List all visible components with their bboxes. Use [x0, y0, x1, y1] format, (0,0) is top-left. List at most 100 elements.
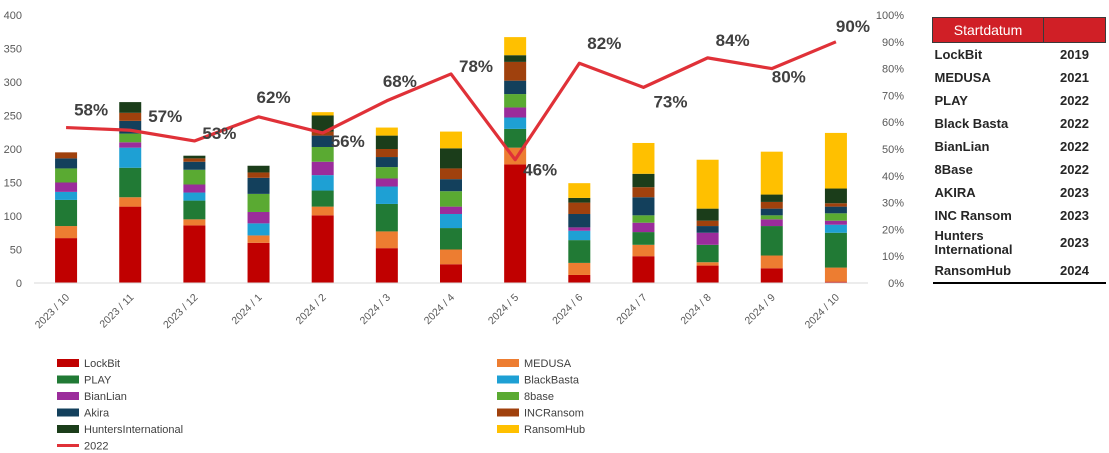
bar-segment	[504, 164, 527, 283]
bar-segment	[311, 112, 334, 116]
start-year: 2022	[1060, 138, 1089, 154]
bar-segment	[311, 175, 334, 191]
bar-segment	[247, 235, 270, 243]
x-tick-label: 2023 / 12	[161, 292, 201, 332]
y2-tick-label: 60%	[882, 117, 904, 129]
bar-segment	[632, 187, 655, 198]
bar-segment	[568, 262, 591, 275]
y-tick-label: 300	[4, 77, 22, 89]
bar-segment	[375, 149, 398, 158]
bar-segment	[55, 226, 78, 239]
bar-segment	[504, 37, 527, 56]
bar-segment	[183, 184, 206, 193]
bar-segment	[55, 152, 78, 159]
bar-segment	[696, 232, 719, 245]
group-name: AKIRA	[934, 184, 976, 200]
x-tick-label: 2023 / 11	[97, 292, 136, 331]
line-data-label: 62%	[257, 88, 291, 107]
start-date-table: Startdatum LockBit 2019 MEDUSA 2021 PLAY 2022…	[932, 17, 1106, 284]
bar-segment	[119, 102, 142, 113]
legend-label: INCRansom	[524, 408, 584, 420]
line-data-label: 68%	[383, 72, 417, 91]
line-data-label: 53%	[202, 124, 236, 143]
legend-swatch	[497, 375, 519, 384]
y-tick-label: 200	[4, 144, 22, 156]
start-year: 2022	[1060, 115, 1089, 131]
bar-segment	[55, 168, 78, 183]
table-row: PLAY 2022	[933, 89, 1106, 112]
legend-label: HuntersInternational	[84, 424, 183, 436]
bar-segment	[440, 249, 462, 265]
bar-segment	[183, 200, 206, 220]
bar-segment	[696, 159, 719, 209]
bar-segment	[824, 220, 847, 225]
bar-segment	[504, 107, 527, 118]
bar-segment	[568, 227, 591, 231]
start-year: 2023	[1060, 207, 1089, 223]
bar-segment	[119, 147, 142, 168]
bar-segment	[311, 135, 334, 147]
y-tick-label: 50	[10, 245, 22, 257]
table-row: BianLian 2022	[933, 135, 1106, 158]
bar-segment	[311, 161, 334, 176]
line-data-label: 80%	[772, 68, 806, 87]
bar-segment	[247, 242, 270, 283]
bar-segment	[311, 115, 334, 132]
bar-segment	[183, 169, 206, 185]
bar-segment	[760, 226, 783, 256]
bar-segment	[375, 248, 398, 283]
bar-segment	[119, 133, 142, 143]
y-tick-label: 100	[4, 211, 22, 223]
line-series-2022: 58% 57% 53% 62% 56% 68% 78% 46% 82% 73% 84% 80% 90%	[66, 17, 870, 180]
table-row: MEDUSA 2021	[933, 66, 1106, 89]
x-tick-label: 2024 / 8	[678, 292, 713, 327]
bar-segment	[119, 167, 142, 198]
right-axis-ticks: 0% 10% 20% 30% 40% 50% 60% 70% 80% 90% 100%	[876, 10, 904, 290]
legend-swatch	[497, 408, 519, 417]
legend-swatch	[57, 392, 79, 400]
bar-segment	[760, 208, 783, 216]
y-tick-label: 150	[4, 178, 22, 190]
bar-segment	[504, 117, 527, 129]
bar-segment	[440, 148, 462, 169]
bar-segment	[568, 240, 591, 263]
start-year: 2019	[1060, 46, 1089, 62]
bar-segment	[504, 55, 527, 62]
legend-swatch	[497, 425, 519, 433]
bar-segment	[824, 224, 847, 233]
bar-segment	[696, 265, 719, 283]
bar-segment	[568, 202, 591, 214]
bar-segment	[440, 228, 462, 250]
x-tick-label: 2024 / 2	[293, 292, 328, 327]
bar-segment	[632, 215, 655, 223]
y2-tick-label: 50%	[882, 144, 904, 156]
legend-label: Akira	[84, 408, 110, 420]
bar-segment	[375, 178, 398, 187]
x-tick-label: 2024 / 3	[358, 292, 393, 327]
legend-label: BianLian	[84, 391, 127, 403]
legend-swatch	[57, 359, 79, 367]
bar-segment	[375, 167, 398, 179]
bar-segment	[824, 206, 847, 214]
y2-tick-label: 40%	[882, 171, 904, 183]
bar-segment	[760, 194, 783, 202]
table-row: AKIRA 2023	[933, 181, 1106, 204]
legend-swatch	[57, 375, 79, 384]
bar-segment	[760, 215, 783, 220]
bar-segment	[247, 223, 270, 236]
bar-segment	[247, 172, 270, 178]
y-tick-label: 0	[16, 278, 22, 290]
bar-segment	[824, 203, 847, 207]
bar-segment	[55, 238, 78, 283]
bar-segment	[247, 165, 270, 173]
line-data-label: 46%	[523, 161, 557, 180]
table-row: LockBit 2019	[933, 43, 1106, 67]
y2-tick-label: 30%	[882, 198, 904, 210]
bar-segment	[55, 191, 78, 200]
ransomware-stacked-bar-chart: 0 50 100 150 200 250 300 350 400 0% 10% 20% 30% 40% 5…	[4, 10, 905, 453]
bar-segment	[247, 177, 270, 194]
legend-swatch	[57, 425, 79, 433]
group-name: 8Base	[934, 161, 973, 177]
line-data-label: 73%	[653, 92, 687, 111]
bar-segment	[311, 146, 334, 162]
